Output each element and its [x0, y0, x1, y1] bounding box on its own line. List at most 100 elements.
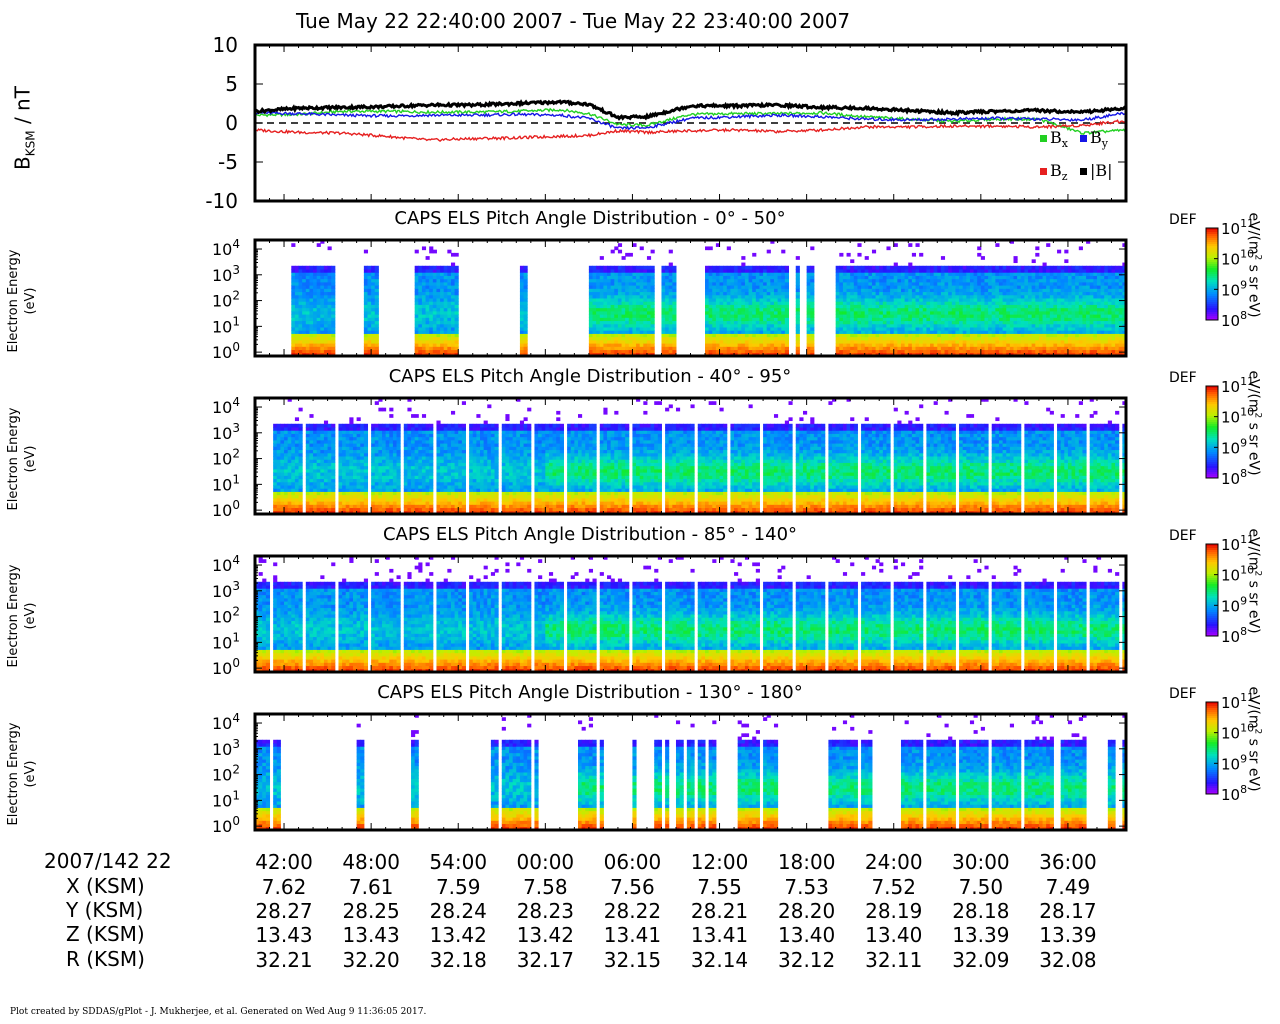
heatmap-cell	[429, 349, 434, 354]
heatmap-cell	[940, 256, 946, 260]
heatmap-cell	[1049, 339, 1054, 344]
heatmap-cell	[1053, 288, 1058, 293]
heatmap-cell	[995, 278, 1000, 283]
heatmap-cell	[1122, 262, 1127, 267]
heatmap-cell	[879, 275, 884, 280]
heatmap-cell	[723, 265, 728, 270]
heatmap-cell	[454, 320, 459, 325]
heatmap-cell	[955, 281, 960, 286]
heatmap-cell	[755, 339, 760, 344]
heatmap-cell	[588, 272, 594, 276]
heatmap-cell	[839, 323, 844, 328]
heatmap-cell	[1075, 307, 1080, 312]
heatmap-cell	[937, 349, 942, 354]
heatmap-cell	[646, 278, 652, 283]
heatmap-cell	[294, 275, 300, 280]
heatmap-cell	[835, 294, 840, 299]
heatmap-cell	[875, 288, 880, 293]
heatmap-cell	[327, 278, 332, 283]
heatmap-cell	[759, 336, 764, 341]
spec1-ytick-label: 100	[212, 340, 240, 362]
heatmap-cell	[1028, 285, 1033, 289]
heatmap-cell	[861, 298, 866, 302]
heatmap-cell	[1118, 272, 1123, 276]
heatmap-cell	[948, 281, 953, 286]
heatmap-cell	[712, 314, 717, 318]
heatmap-cell	[429, 285, 434, 289]
heatmap-cell	[777, 327, 782, 331]
heatmap-cell	[806, 339, 811, 344]
heatmap-cell	[614, 246, 619, 251]
heatmap-cell	[665, 285, 670, 289]
heatmap-cell	[284, 452, 289, 457]
heatmap-cell	[1115, 265, 1120, 270]
heatmap-cell	[309, 269, 314, 273]
heatmap-cell	[890, 339, 895, 344]
heatmap-cell	[443, 349, 448, 354]
heatmap-cell	[893, 272, 898, 276]
heatmap-cell	[705, 301, 710, 305]
heatmap-cell	[962, 281, 967, 286]
heatmap-cell	[995, 272, 1000, 276]
heatmap-cell	[1082, 346, 1087, 351]
heatmap-cell	[868, 288, 873, 293]
heatmap-cell	[450, 291, 456, 296]
heatmap-cell	[298, 294, 303, 299]
heatmap-cell	[374, 349, 379, 354]
mag-ytick-label: 5	[225, 72, 238, 96]
heatmap-cell	[672, 288, 677, 293]
heatmap-cell	[363, 346, 369, 351]
heatmap-cell	[436, 275, 441, 280]
heatmap-cell	[316, 298, 321, 302]
heatmap-cell	[625, 336, 630, 341]
heatmap-cell	[1046, 346, 1051, 351]
heatmap-cell	[294, 278, 300, 283]
heatmap-cell	[940, 320, 946, 325]
heatmap-cell	[723, 314, 728, 318]
heatmap-cell	[294, 336, 300, 341]
heatmap-cell	[995, 291, 1000, 296]
heatmap-cell	[646, 288, 652, 293]
heatmap-cell	[853, 291, 858, 296]
heatmap-cell	[998, 339, 1004, 344]
heatmap-cell	[777, 285, 782, 289]
heatmap-cell	[454, 310, 459, 315]
heatmap-cell	[371, 330, 376, 334]
heatmap-cell	[454, 291, 459, 296]
heatmap-cell	[755, 336, 760, 341]
heatmap-cell	[897, 310, 902, 315]
heatmap-cell	[1024, 301, 1029, 305]
heatmap-cell	[915, 285, 920, 289]
heatmap-cell	[443, 346, 448, 351]
heatmap-cell	[1089, 285, 1094, 289]
heatmap-cell	[1002, 269, 1007, 273]
heatmap-cell	[621, 281, 626, 286]
heatmap-cell	[621, 275, 626, 280]
heatmap-cell	[447, 288, 452, 293]
heatmap-cell	[291, 269, 296, 273]
heatmap-cell	[748, 304, 753, 309]
heatmap-cell	[632, 304, 637, 309]
colorbar1-segment	[1206, 238, 1218, 241]
heatmap-cell	[636, 294, 641, 299]
heatmap-cell	[414, 310, 419, 315]
heatmap-cell	[316, 314, 321, 318]
heatmap-cell	[977, 339, 982, 344]
heatmap-cell	[890, 288, 895, 293]
heatmap-cell	[948, 333, 953, 338]
heatmap-cell	[425, 314, 430, 318]
heatmap-cell	[454, 339, 459, 344]
heatmap-cell	[632, 333, 637, 338]
heatmap-cell	[784, 307, 789, 312]
heatmap-cell	[857, 307, 862, 312]
heatmap-cell	[726, 320, 731, 325]
heatmap-cell	[1078, 294, 1083, 299]
heatmap-cell	[367, 317, 372, 322]
heatmap-cell	[436, 314, 441, 318]
heatmap-cell	[770, 320, 775, 325]
heatmap-cell	[930, 317, 935, 322]
heatmap-cell	[991, 281, 996, 286]
heatmap-cell	[868, 278, 873, 283]
heatmap-cell	[596, 349, 601, 354]
heatmap-cell	[977, 310, 982, 315]
